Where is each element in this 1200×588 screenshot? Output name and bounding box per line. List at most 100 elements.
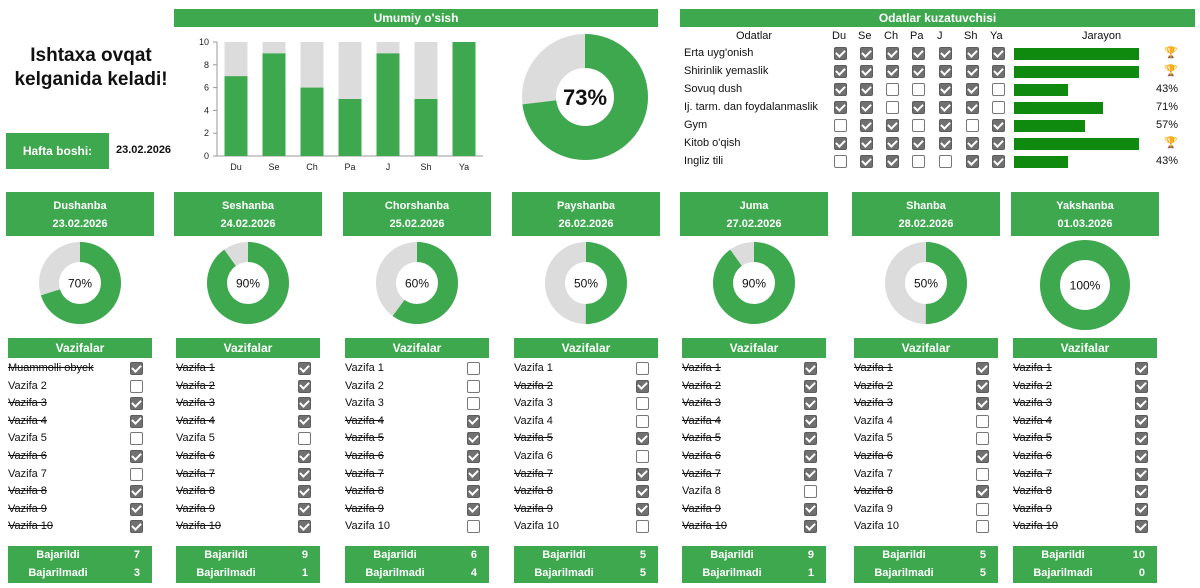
habit-checkbox[interactable] [966,155,979,168]
habit-checkbox[interactable] [992,119,1005,132]
task-checkbox[interactable] [804,502,817,516]
habit-checkbox[interactable] [834,83,847,96]
task-checkbox[interactable] [636,467,649,481]
habit-checkbox[interactable] [860,47,873,60]
task-checkbox[interactable] [130,432,143,446]
task-checkbox[interactable] [130,397,143,411]
habit-checkbox[interactable] [966,65,979,78]
task-checkbox[interactable] [804,432,817,446]
task-checkbox[interactable] [298,467,311,481]
task-checkbox[interactable] [130,520,143,534]
task-checkbox[interactable] [467,485,480,499]
task-checkbox[interactable] [976,397,989,411]
task-checkbox[interactable] [467,520,480,534]
habit-checkbox[interactable] [939,65,952,78]
week-start-date[interactable]: 23.02.2026 [116,144,172,156]
task-checkbox[interactable] [298,520,311,534]
task-checkbox[interactable] [467,502,480,516]
habit-checkbox[interactable] [939,137,952,150]
task-checkbox[interactable] [1135,362,1148,375]
task-checkbox[interactable] [467,379,480,393]
habit-checkbox[interactable] [860,137,873,150]
task-checkbox[interactable] [976,450,989,463]
task-checkbox[interactable] [467,362,480,375]
task-checkbox[interactable] [636,520,649,534]
task-checkbox[interactable] [636,414,649,428]
task-checkbox[interactable] [636,485,649,499]
task-checkbox[interactable] [976,520,989,534]
habit-checkbox[interactable] [886,83,899,96]
habit-checkbox[interactable] [886,119,899,132]
task-checkbox[interactable] [636,502,649,516]
habit-checkbox[interactable] [834,155,847,168]
habit-checkbox[interactable] [860,101,873,114]
task-checkbox[interactable] [976,467,989,481]
habit-checkbox[interactable] [992,65,1005,78]
habit-checkbox[interactable] [912,119,925,132]
task-checkbox[interactable] [298,397,311,411]
habit-checkbox[interactable] [912,47,925,60]
task-checkbox[interactable] [1135,520,1148,534]
task-checkbox[interactable] [804,362,817,375]
task-checkbox[interactable] [1135,397,1148,411]
habit-checkbox[interactable] [912,137,925,150]
habit-checkbox[interactable] [834,101,847,114]
habit-checkbox[interactable] [966,101,979,114]
task-checkbox[interactable] [976,414,989,428]
task-checkbox[interactable] [467,450,480,463]
habit-checkbox[interactable] [860,65,873,78]
task-checkbox[interactable] [298,362,311,375]
task-checkbox[interactable] [636,362,649,375]
task-checkbox[interactable] [804,414,817,428]
task-checkbox[interactable] [1135,502,1148,516]
habit-checkbox[interactable] [860,119,873,132]
habit-checkbox[interactable] [886,101,899,114]
task-checkbox[interactable] [130,467,143,481]
habit-checkbox[interactable] [939,155,952,168]
habit-checkbox[interactable] [992,155,1005,168]
habit-checkbox[interactable] [939,83,952,96]
task-checkbox[interactable] [130,362,143,375]
habit-checkbox[interactable] [912,83,925,96]
task-checkbox[interactable] [976,362,989,375]
task-checkbox[interactable] [636,379,649,393]
habit-checkbox[interactable] [860,83,873,96]
task-checkbox[interactable] [467,467,480,481]
task-checkbox[interactable] [636,432,649,446]
task-checkbox[interactable] [1135,414,1148,428]
habit-checkbox[interactable] [966,137,979,150]
task-checkbox[interactable] [804,520,817,534]
task-checkbox[interactable] [636,397,649,411]
task-checkbox[interactable] [1135,432,1148,446]
task-checkbox[interactable] [467,432,480,446]
task-checkbox[interactable] [804,397,817,411]
habit-checkbox[interactable] [912,155,925,168]
task-checkbox[interactable] [298,379,311,393]
task-checkbox[interactable] [1135,467,1148,481]
task-checkbox[interactable] [130,502,143,516]
task-checkbox[interactable] [976,379,989,393]
task-checkbox[interactable] [1135,379,1148,393]
habit-checkbox[interactable] [992,83,1005,96]
task-checkbox[interactable] [130,414,143,428]
task-checkbox[interactable] [636,450,649,463]
habit-checkbox[interactable] [966,47,979,60]
habit-checkbox[interactable] [834,65,847,78]
task-checkbox[interactable] [298,502,311,516]
habit-checkbox[interactable] [939,119,952,132]
habit-checkbox[interactable] [886,65,899,78]
habit-checkbox[interactable] [886,47,899,60]
task-checkbox[interactable] [804,467,817,481]
habit-checkbox[interactable] [966,119,979,132]
task-checkbox[interactable] [298,450,311,463]
task-checkbox[interactable] [1135,450,1148,463]
habit-checkbox[interactable] [912,65,925,78]
task-checkbox[interactable] [1135,485,1148,499]
habit-checkbox[interactable] [834,137,847,150]
task-checkbox[interactable] [804,485,817,499]
task-checkbox[interactable] [976,485,989,499]
task-checkbox[interactable] [976,432,989,446]
habit-checkbox[interactable] [834,119,847,132]
habit-checkbox[interactable] [860,155,873,168]
habit-checkbox[interactable] [992,101,1005,114]
